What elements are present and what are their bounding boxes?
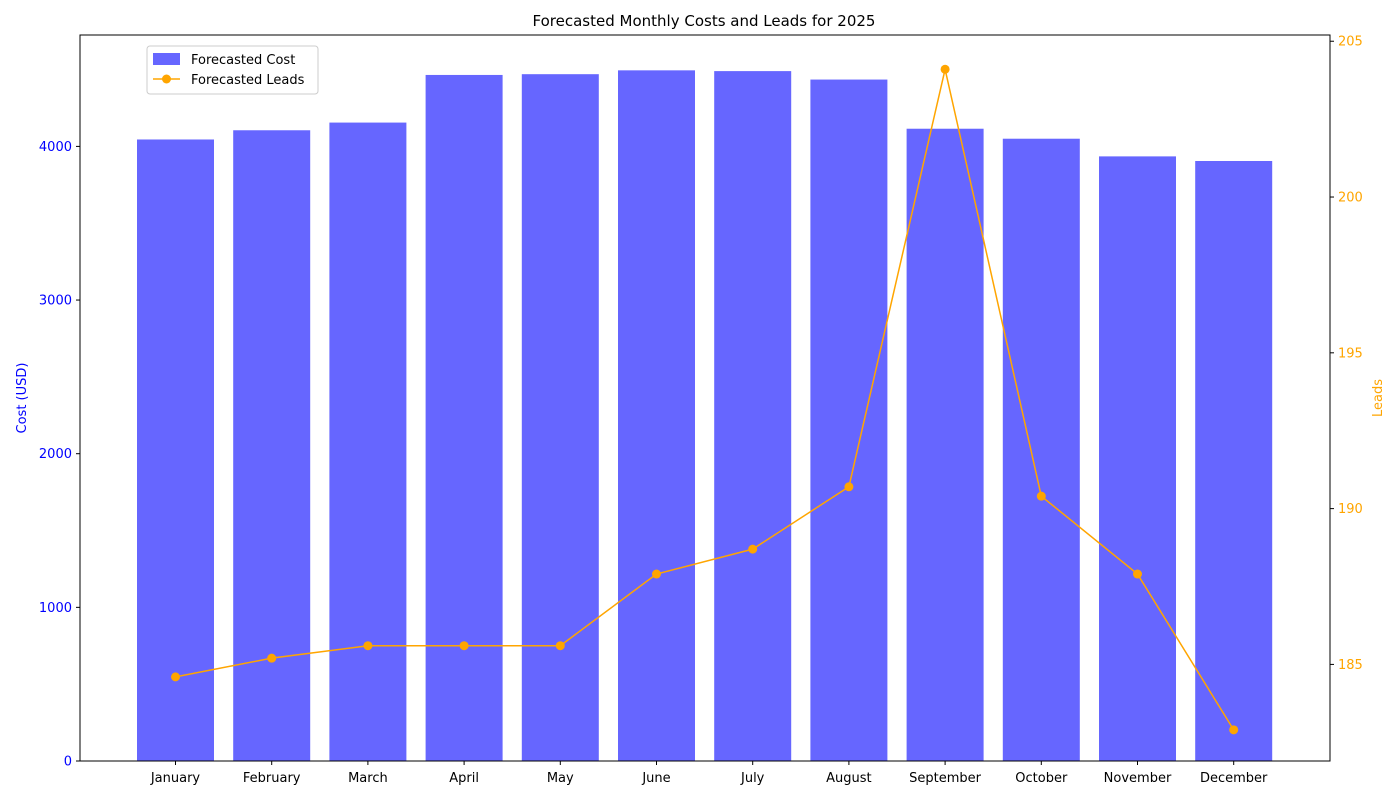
y-axis-right-label: Leads bbox=[1371, 379, 1386, 417]
x-tick-label: November bbox=[1104, 771, 1172, 786]
bar-february bbox=[233, 130, 311, 761]
leads-point-october bbox=[1036, 491, 1046, 501]
leads-point-november bbox=[1133, 569, 1142, 579]
leads-point-july bbox=[748, 544, 758, 554]
y-axis-right: 185 190 195 200 205 bbox=[1330, 35, 1363, 673]
x-tick-label: July bbox=[740, 771, 765, 786]
legend-box bbox=[146, 45, 319, 95]
x-axis: January February March April May June July Augu… bbox=[150, 761, 1268, 786]
y-axis-left: 0 1000 2000 3000 4000 bbox=[39, 140, 80, 770]
leads-point-may bbox=[555, 641, 565, 651]
x-tick-label: March bbox=[348, 771, 388, 786]
y-axis-left-label: Cost (USD) bbox=[15, 363, 30, 434]
leads-line bbox=[175, 69, 1235, 731]
bar-june bbox=[618, 70, 695, 762]
leads-point-january bbox=[171, 672, 180, 682]
bar-october bbox=[1002, 138, 1080, 761]
legend: Forecasted Cost Forecasted Leads bbox=[146, 45, 319, 95]
x-tick-label: September bbox=[909, 771, 982, 786]
y-right-tick-label: 190 bbox=[1338, 502, 1363, 517]
x-tick-label: August bbox=[826, 771, 872, 786]
chart-title: Forecasted Monthly Costs and Leads for 2… bbox=[533, 12, 876, 30]
bar-november bbox=[1099, 156, 1176, 761]
y-left-tick-label: 2000 bbox=[39, 447, 72, 462]
bar-april bbox=[425, 74, 503, 761]
y-left-tick-label: 1000 bbox=[39, 601, 72, 616]
x-tick-label: June bbox=[641, 771, 670, 786]
leads-point-december bbox=[1229, 725, 1239, 735]
bar-july bbox=[714, 71, 792, 762]
y-right-tick-label: 200 bbox=[1338, 191, 1363, 206]
x-tick-label: February bbox=[243, 771, 301, 786]
bars-layer bbox=[137, 70, 1273, 762]
x-tick-label: May bbox=[547, 771, 574, 786]
x-tick-label: January bbox=[150, 771, 201, 786]
bar-september bbox=[906, 128, 984, 761]
leads-point-september bbox=[940, 64, 950, 74]
plot-frame bbox=[79, 34, 1331, 762]
legend-swatch-cost bbox=[153, 53, 180, 65]
y-left-tick-label: 4000 bbox=[39, 140, 72, 155]
line-layer bbox=[171, 64, 1239, 735]
leads-point-april bbox=[459, 641, 469, 651]
bar-march bbox=[329, 122, 407, 762]
y-right-tick-label: 195 bbox=[1338, 346, 1363, 361]
legend-marker-leads bbox=[162, 74, 171, 84]
bar-august bbox=[810, 79, 888, 762]
legend-label-leads: Forecasted Leads bbox=[191, 73, 305, 88]
y-left-tick-label: 3000 bbox=[39, 294, 72, 309]
bar-may bbox=[521, 74, 599, 761]
bar-december bbox=[1195, 160, 1273, 761]
leads-point-february bbox=[267, 653, 277, 663]
leads-point-june bbox=[652, 569, 661, 579]
y-right-tick-label: 185 bbox=[1338, 658, 1363, 673]
x-tick-label: December bbox=[1200, 771, 1268, 786]
y-right-tick-label: 205 bbox=[1338, 35, 1363, 50]
leads-point-august bbox=[844, 482, 854, 492]
x-tick-label: April bbox=[449, 771, 479, 786]
legend-label-cost: Forecasted Cost bbox=[191, 53, 295, 68]
bar-january bbox=[137, 139, 214, 761]
x-tick-label: October bbox=[1015, 771, 1068, 786]
y-left-tick-label: 0 bbox=[64, 755, 72, 770]
leads-point-march bbox=[363, 641, 373, 651]
